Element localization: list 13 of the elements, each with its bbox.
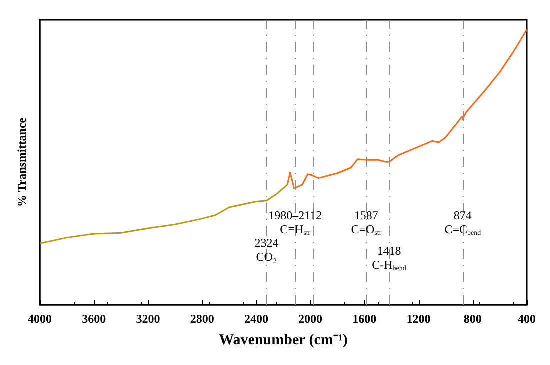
x-tick-label: 3200 xyxy=(136,312,160,326)
x-tick-label: 400 xyxy=(518,312,536,326)
x-tick-label: 1200 xyxy=(406,312,431,326)
x-tick-label: 2000 xyxy=(298,312,323,326)
y-axis-title: % Transmittance xyxy=(15,117,29,208)
x-tick-label: 2800 xyxy=(190,312,214,326)
x-tick-label: 4000 xyxy=(28,312,52,326)
x-tick-label: 3600 xyxy=(82,312,106,326)
x-tick-label: 2400 xyxy=(244,312,268,326)
x-axis-title: Wavenumber (cm⁻¹) xyxy=(219,332,348,348)
annotation: 2324 CO₂ xyxy=(254,236,279,264)
x-tick-label: 1600 xyxy=(352,312,377,326)
x-tick-label: 800 xyxy=(464,312,482,326)
